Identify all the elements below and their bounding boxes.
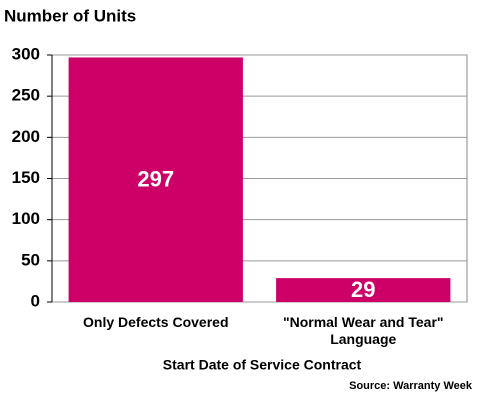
y-tick-label: 100 — [12, 209, 40, 228]
y-tick-label: 0 — [31, 291, 40, 310]
x-tick-label: "Normal Wear and Tear" Language — [282, 314, 444, 347]
y-tick-label: 300 — [12, 44, 40, 63]
x-axis-label: Start Date of Service Contract — [163, 357, 362, 373]
x-tick-label: Only Defects Covered — [83, 314, 229, 330]
bar — [276, 278, 451, 302]
bar — [68, 57, 243, 302]
data-label: 29 — [351, 277, 375, 302]
y-tick-label: 250 — [12, 86, 40, 105]
y-tick-label: 50 — [21, 250, 40, 269]
y-tick-label: 150 — [12, 168, 40, 187]
data-label: 297 — [137, 167, 174, 192]
source-note: Source: Warranty Week — [349, 380, 473, 392]
y-tick-label: 200 — [12, 127, 40, 146]
chart-title: Number of Units — [4, 6, 136, 25]
